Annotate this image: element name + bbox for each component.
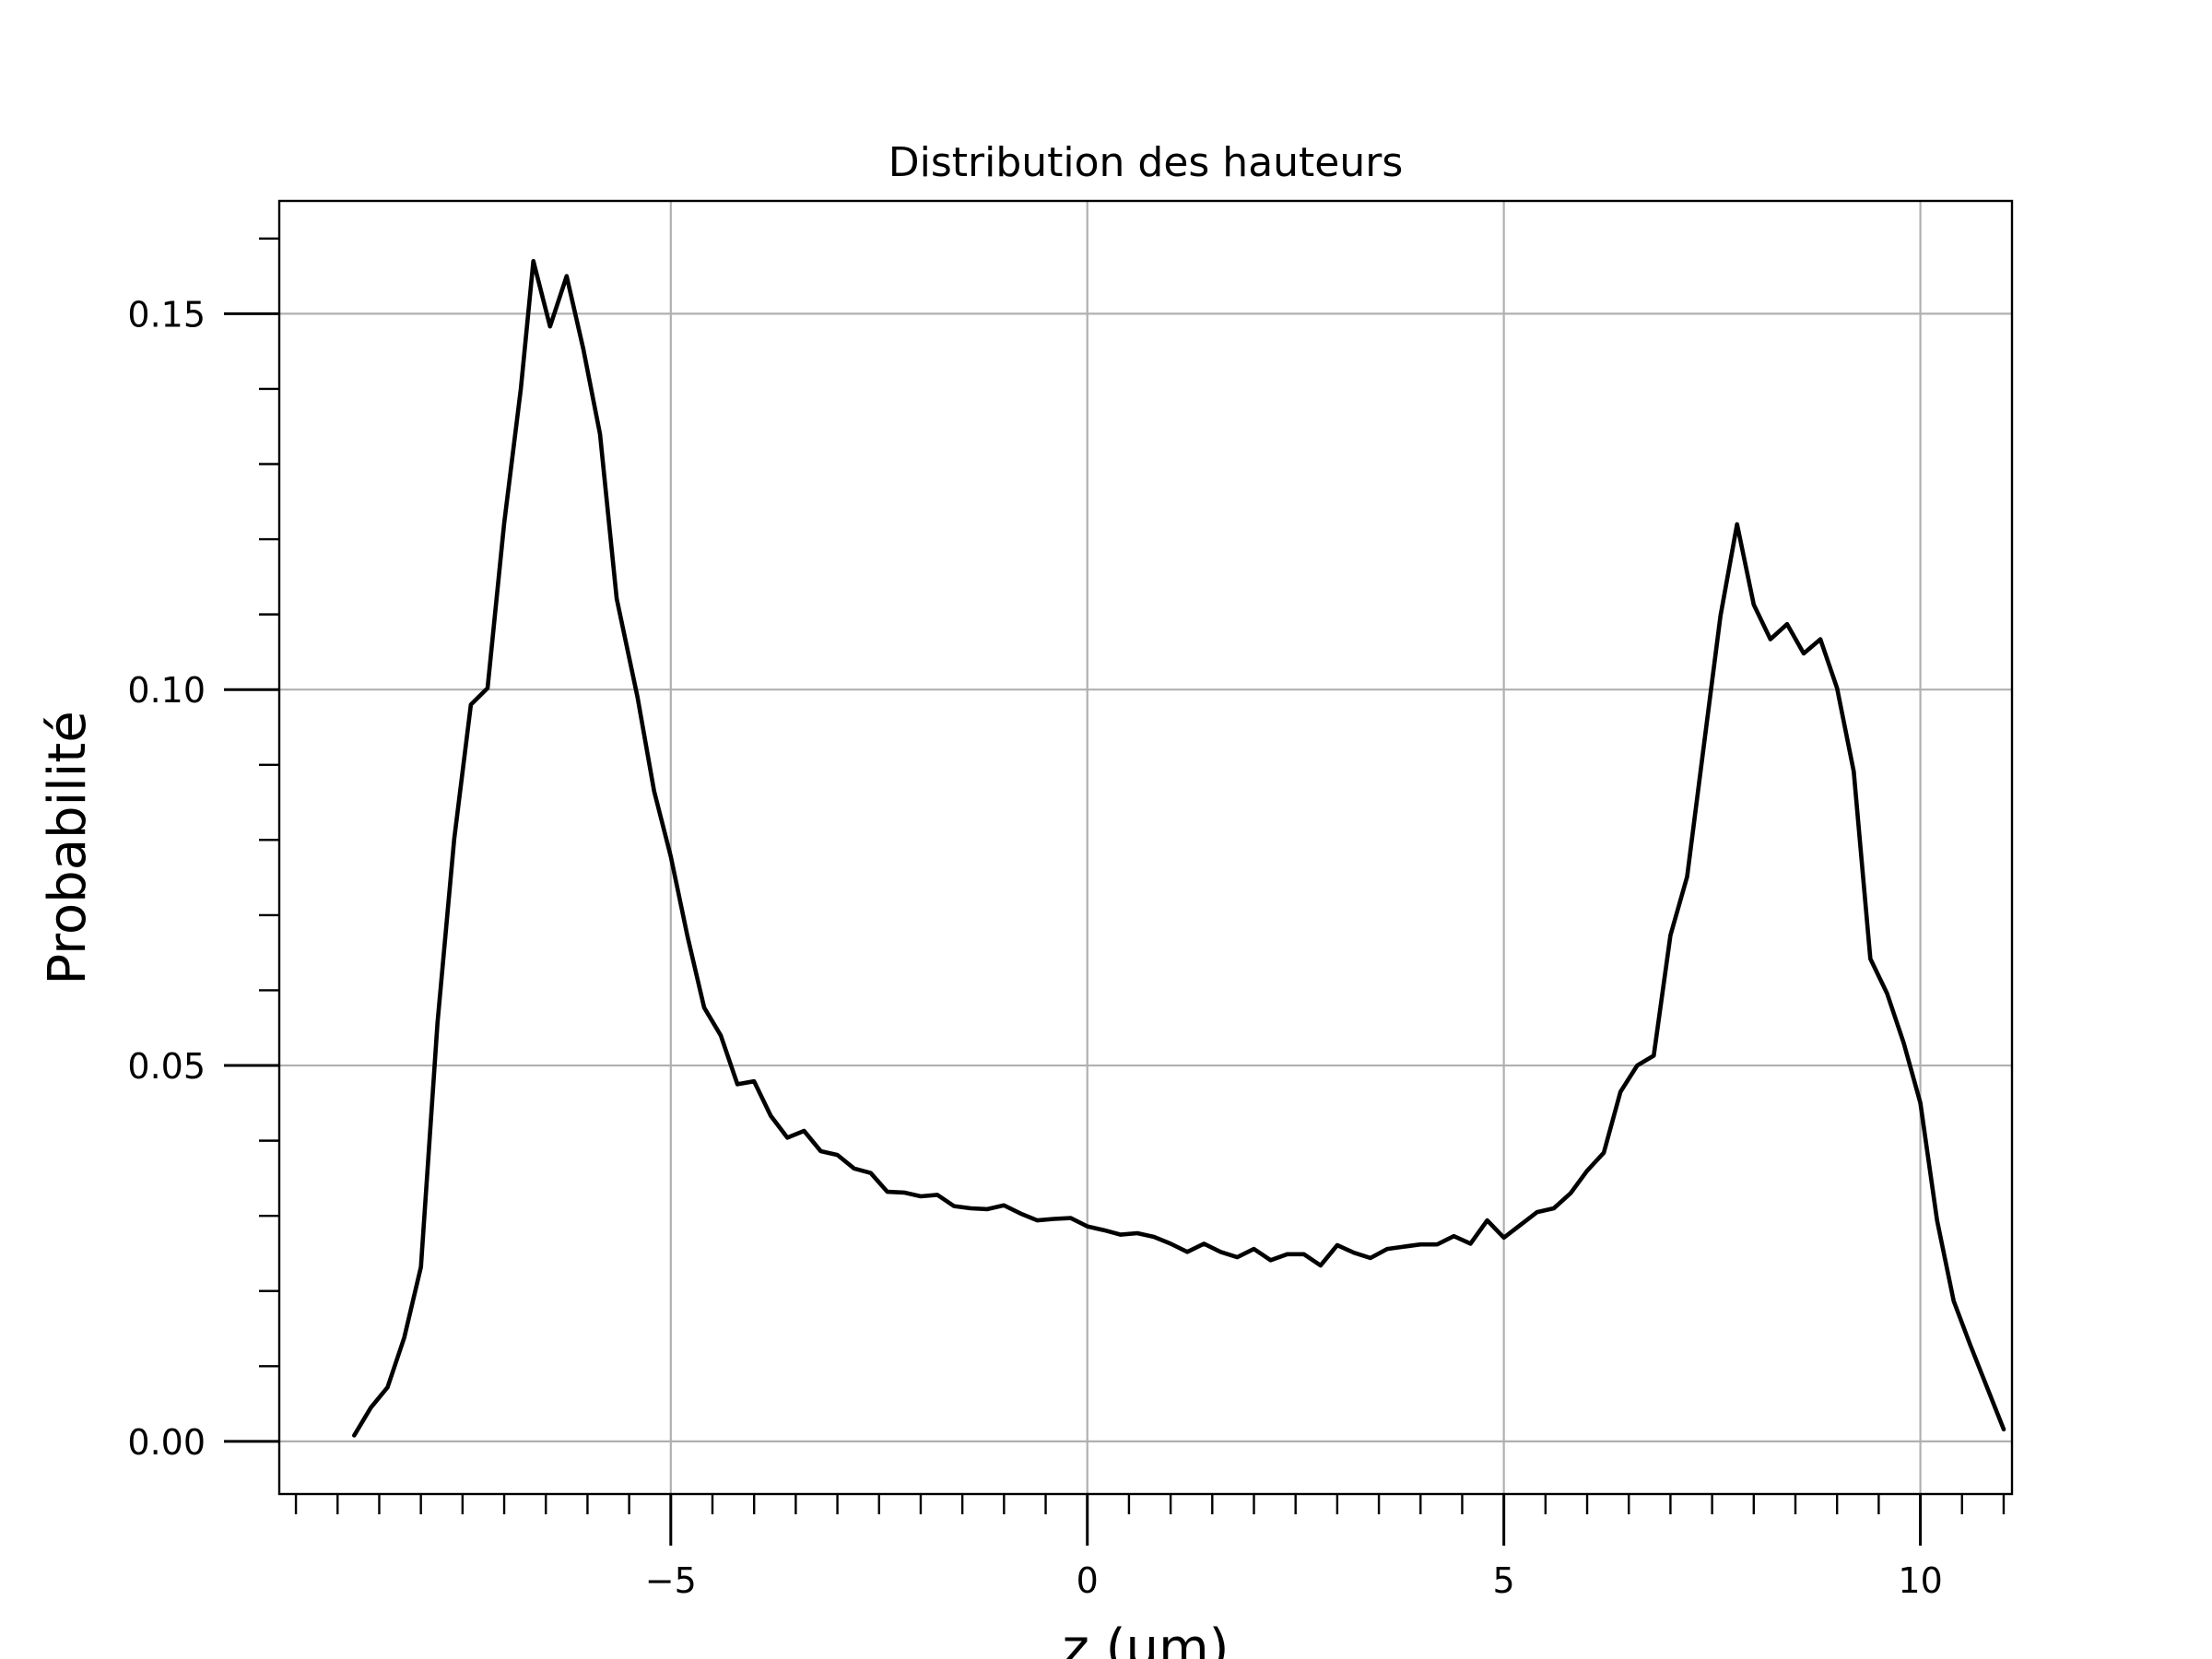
y-tick-label: 0.10 [127,670,206,711]
y-tick-label: 0.05 [127,1046,206,1087]
x-tick-label: 10 [1898,1560,1942,1601]
series-line [352,259,2006,1438]
plot-area-frame [277,199,2014,1496]
y-tick-label: 0.15 [127,294,206,335]
axis-ticks: −5 0 5 10 0.00 0.05 0.10 0.15 [127,237,2006,1601]
chart-title: Distribution des hauteurs [888,139,1404,186]
x-tick-label: 5 [1493,1560,1515,1601]
y-tick-label: 0.00 [127,1422,206,1463]
series-layer [352,259,2006,1438]
y-axis-title: Probabilité [38,711,98,984]
x-axis-title: z (µm) [1062,1618,1229,1659]
grid [279,201,2012,1494]
x-tick-label: −5 [645,1560,697,1601]
x-tick-label: 0 [1077,1560,1099,1601]
